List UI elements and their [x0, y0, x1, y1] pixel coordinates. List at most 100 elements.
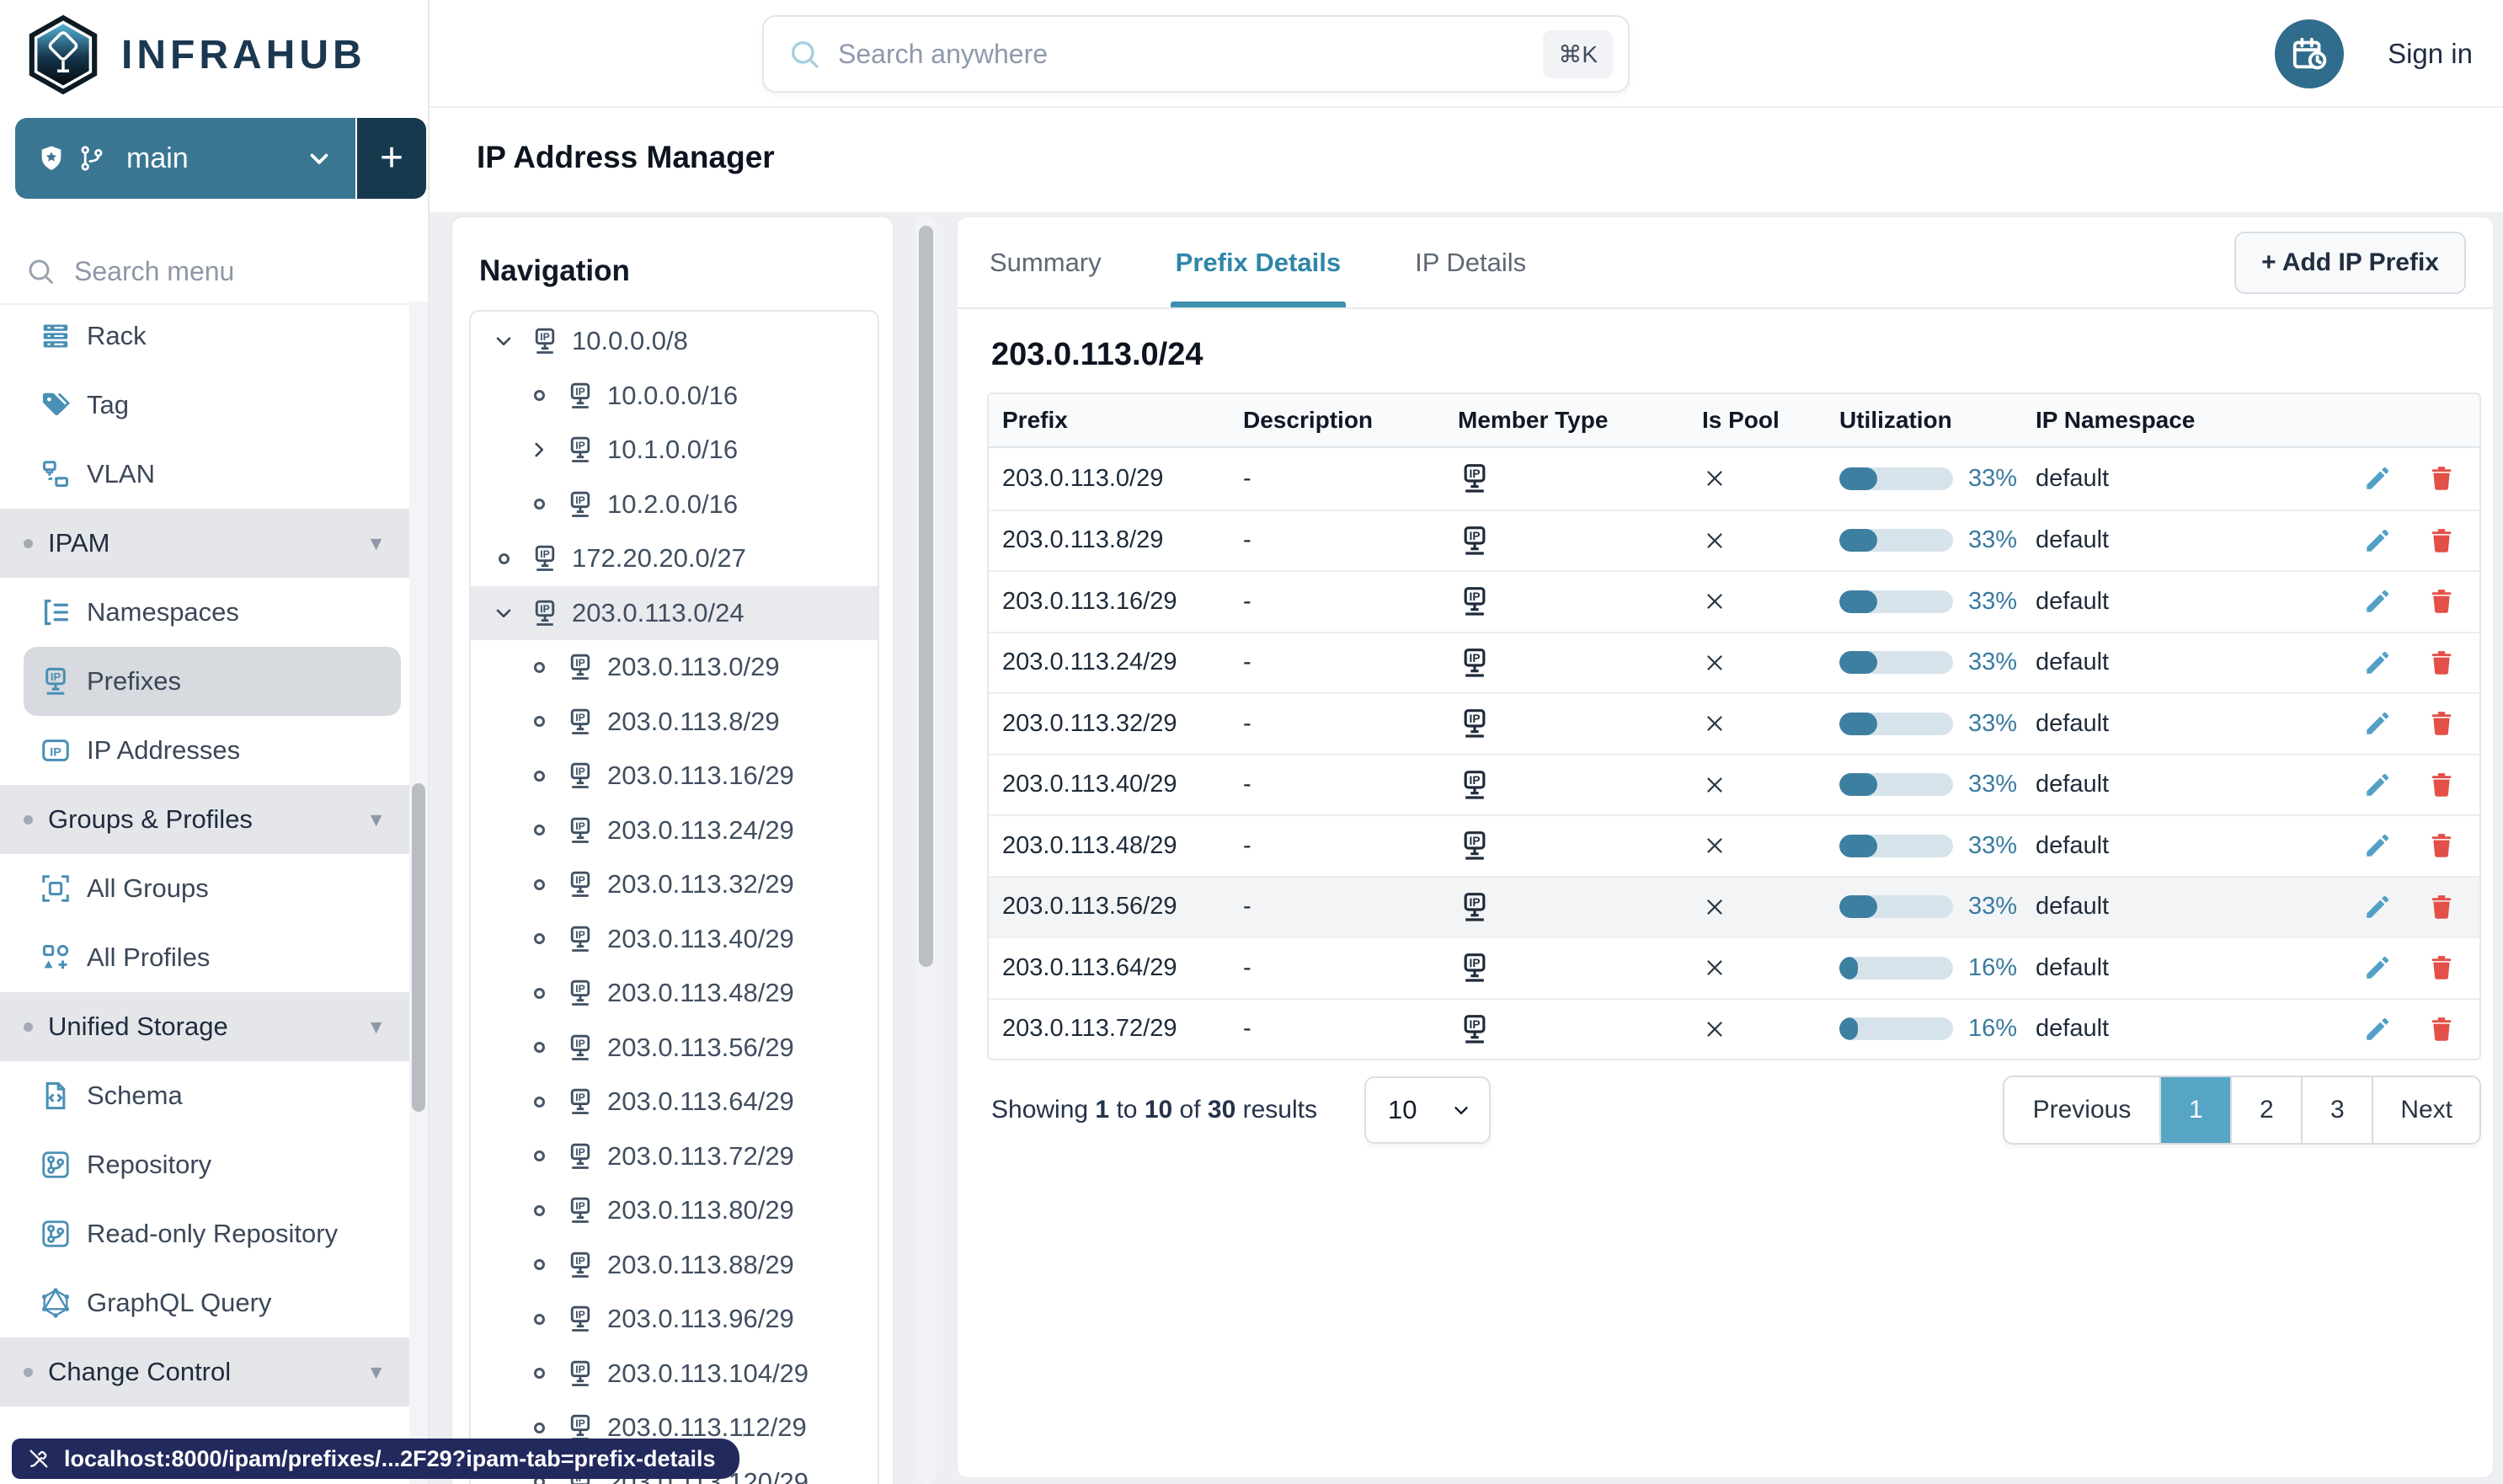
add-ip-prefix-button[interactable]: + Add IP Prefix: [2234, 231, 2466, 294]
infrahub-logo[interactable]: INFRAHUB: [25, 13, 366, 96]
sidebar-section-unified-storage[interactable]: Unified Storage ▼: [0, 992, 409, 1061]
global-search-input[interactable]: Search anywhere ⌘K: [762, 15, 1630, 93]
table-row[interactable]: 203.0.113.16/29 - IP 33% default: [989, 570, 2479, 632]
sidebar-scrollbar[interactable]: [409, 302, 428, 1484]
edit-button[interactable]: [2363, 831, 2392, 860]
branch-selector[interactable]: main: [15, 118, 355, 199]
delete-button[interactable]: [2427, 649, 2456, 677]
edit-button[interactable]: [2363, 1015, 2392, 1044]
sidebar-item-all-profiles[interactable]: All Profiles: [0, 923, 409, 992]
tree-item-203-0-113-24-29[interactable]: IP 203.0.113.24/29: [471, 803, 878, 858]
edit-button[interactable]: [2363, 526, 2392, 555]
ip-prefix-icon: IP: [1458, 646, 1492, 680]
edit-button[interactable]: [2363, 709, 2392, 738]
edit-button[interactable]: [2363, 893, 2392, 921]
tree-item-203-0-113-96-29[interactable]: IP 203.0.113.96/29: [471, 1292, 878, 1347]
sidebar-item-vlan[interactable]: VLAN: [0, 440, 409, 509]
schedule-avatar-button[interactable]: [2275, 19, 2345, 88]
table-row[interactable]: 203.0.113.56/29 - IP 33% default: [989, 875, 2479, 937]
table-row[interactable]: 203.0.113.40/29 - IP 33% default: [989, 753, 2479, 814]
delete-button[interactable]: [2427, 587, 2456, 616]
cell-description: -: [1243, 1015, 1252, 1043]
menu-search-input[interactable]: Search menu: [0, 239, 428, 305]
tree-item-10-2-0-0-16[interactable]: IP 10.2.0.0/16: [471, 478, 878, 532]
navigation-scrollbar-thumb[interactable]: [919, 226, 933, 967]
tree-item-172-20-20-0-27[interactable]: IP 172.20.20.0/27: [471, 531, 878, 586]
sign-in-link[interactable]: Sign in: [2388, 38, 2473, 69]
chevron-right-icon[interactable]: [525, 439, 553, 461]
table-row[interactable]: 203.0.113.32/29 - IP 33% default: [989, 692, 2479, 754]
table-row[interactable]: 203.0.113.0/29 - IP 33% default: [989, 448, 2479, 510]
svg-text:IP: IP: [575, 1038, 585, 1049]
next-page-button[interactable]: Next: [2372, 1077, 2479, 1143]
tab-ip-details[interactable]: IP Details: [1415, 247, 1527, 277]
sidebar-item-read-only-repository[interactable]: Read-only Repository: [0, 1199, 409, 1268]
sidebar-section-ipam[interactable]: IPAM ▼: [0, 509, 409, 578]
svg-text:IP: IP: [575, 712, 585, 723]
tree-item-203-0-113-72-29[interactable]: IP 203.0.113.72/29: [471, 1129, 878, 1184]
delete-button[interactable]: [2427, 1015, 2456, 1044]
edit-button[interactable]: [2363, 953, 2392, 982]
tree-item-203-0-113-112-29[interactable]: IP 203.0.113.112/29: [471, 1401, 878, 1455]
sidebar-section-change-control[interactable]: Change Control ▼: [0, 1337, 409, 1407]
prefix-heading: 203.0.113.0/24: [991, 337, 1203, 372]
sidebar-item-namespaces[interactable]: Namespaces: [0, 578, 409, 647]
edit-button[interactable]: [2363, 587, 2392, 616]
delete-button[interactable]: [2427, 953, 2456, 982]
sidebar-item-schema[interactable]: Schema: [0, 1061, 409, 1130]
git-branch-icon: [77, 144, 106, 173]
table-row[interactable]: 203.0.113.8/29 - IP 33% default: [989, 509, 2479, 570]
cell-prefix: 203.0.113.16/29: [1002, 587, 1177, 615]
edit-button[interactable]: [2363, 464, 2392, 493]
delete-button[interactable]: [2427, 464, 2456, 493]
cell-prefix: 203.0.113.48/29: [1002, 831, 1177, 859]
delete-button[interactable]: [2427, 831, 2456, 860]
page-size-select[interactable]: 10: [1364, 1076, 1491, 1144]
add-branch-button[interactable]: +: [357, 118, 426, 199]
tree-item-203-0-113-40-29[interactable]: IP 203.0.113.40/29: [471, 912, 878, 967]
tree-item-203-0-113-0-24[interactable]: IP 203.0.113.0/24: [471, 585, 878, 640]
edit-button[interactable]: [2363, 771, 2392, 799]
tree-item-10-0-0-0-16[interactable]: IP 10.0.0.0/16: [471, 369, 878, 424]
table-row[interactable]: 203.0.113.72/29 - IP 16% default: [989, 997, 2479, 1059]
chevron-down-icon[interactable]: [489, 602, 518, 624]
tree-item-203-0-113-88-29[interactable]: IP 203.0.113.88/29: [471, 1238, 878, 1293]
delete-button[interactable]: [2427, 526, 2456, 555]
edit-button[interactable]: [2363, 649, 2392, 677]
sidebar-item-tag[interactable]: Tag: [0, 371, 409, 440]
table-row[interactable]: 203.0.113.24/29 - IP 33% default: [989, 631, 2479, 692]
tree-item-203-0-113-16-29[interactable]: IP 203.0.113.16/29: [471, 749, 878, 803]
page-button-1[interactable]: 1: [2159, 1077, 2231, 1143]
navigation-scrollbar[interactable]: [915, 216, 937, 1484]
sidebar-item-rack[interactable]: Rack: [0, 302, 409, 371]
sidebar-item-prefixes[interactable]: IP Prefixes: [24, 647, 401, 716]
delete-button[interactable]: [2427, 771, 2456, 799]
sidebar-section-groups-profiles[interactable]: Groups & Profiles ▼: [0, 785, 409, 854]
tree-item-203-0-113-56-29[interactable]: IP 203.0.113.56/29: [471, 1021, 878, 1076]
delete-button[interactable]: [2427, 709, 2456, 738]
tab-summary[interactable]: Summary: [990, 247, 1102, 277]
tab-prefix-details[interactable]: Prefix Details: [1170, 217, 1347, 307]
sidebar-item-all-groups[interactable]: All Groups: [0, 854, 409, 923]
tree-item-10-1-0-0-16[interactable]: IP 10.1.0.0/16: [471, 423, 878, 478]
sidebar-item-graphql-query[interactable]: GraphQL Query: [0, 1268, 409, 1337]
page-button-2[interactable]: 2: [2230, 1077, 2302, 1143]
svg-text:IP: IP: [1470, 957, 1481, 969]
tree-item-203-0-113-64-29[interactable]: IP 203.0.113.64/29: [471, 1075, 878, 1129]
tree-item-203-0-113-80-29[interactable]: IP 203.0.113.80/29: [471, 1183, 878, 1238]
tree-item-203-0-113-0-29[interactable]: IP 203.0.113.0/29: [471, 640, 878, 695]
chevron-down-icon[interactable]: [489, 330, 518, 352]
page-button-3[interactable]: 3: [2301, 1077, 2372, 1143]
table-row[interactable]: 203.0.113.64/29 - IP 16% default: [989, 937, 2479, 998]
sidebar-scrollbar-thumb[interactable]: [412, 783, 425, 1112]
tree-item-203-0-113-104-29[interactable]: IP 203.0.113.104/29: [471, 1347, 878, 1401]
sidebar-item-ip-addresses[interactable]: IP IP Addresses: [0, 716, 409, 785]
previous-page-button[interactable]: Previous: [2004, 1077, 2160, 1143]
tree-item-203-0-113-32-29[interactable]: IP 203.0.113.32/29: [471, 857, 878, 912]
table-row[interactable]: 203.0.113.48/29 - IP 33% default: [989, 814, 2479, 876]
tree-item-10-0-0-0-8[interactable]: IP 10.0.0.0/8: [471, 314, 878, 369]
tree-item-203-0-113-48-29[interactable]: IP 203.0.113.48/29: [471, 966, 878, 1021]
delete-button[interactable]: [2427, 893, 2456, 921]
tree-item-203-0-113-8-29[interactable]: IP 203.0.113.8/29: [471, 695, 878, 750]
sidebar-item-repository[interactable]: Repository: [0, 1130, 409, 1199]
